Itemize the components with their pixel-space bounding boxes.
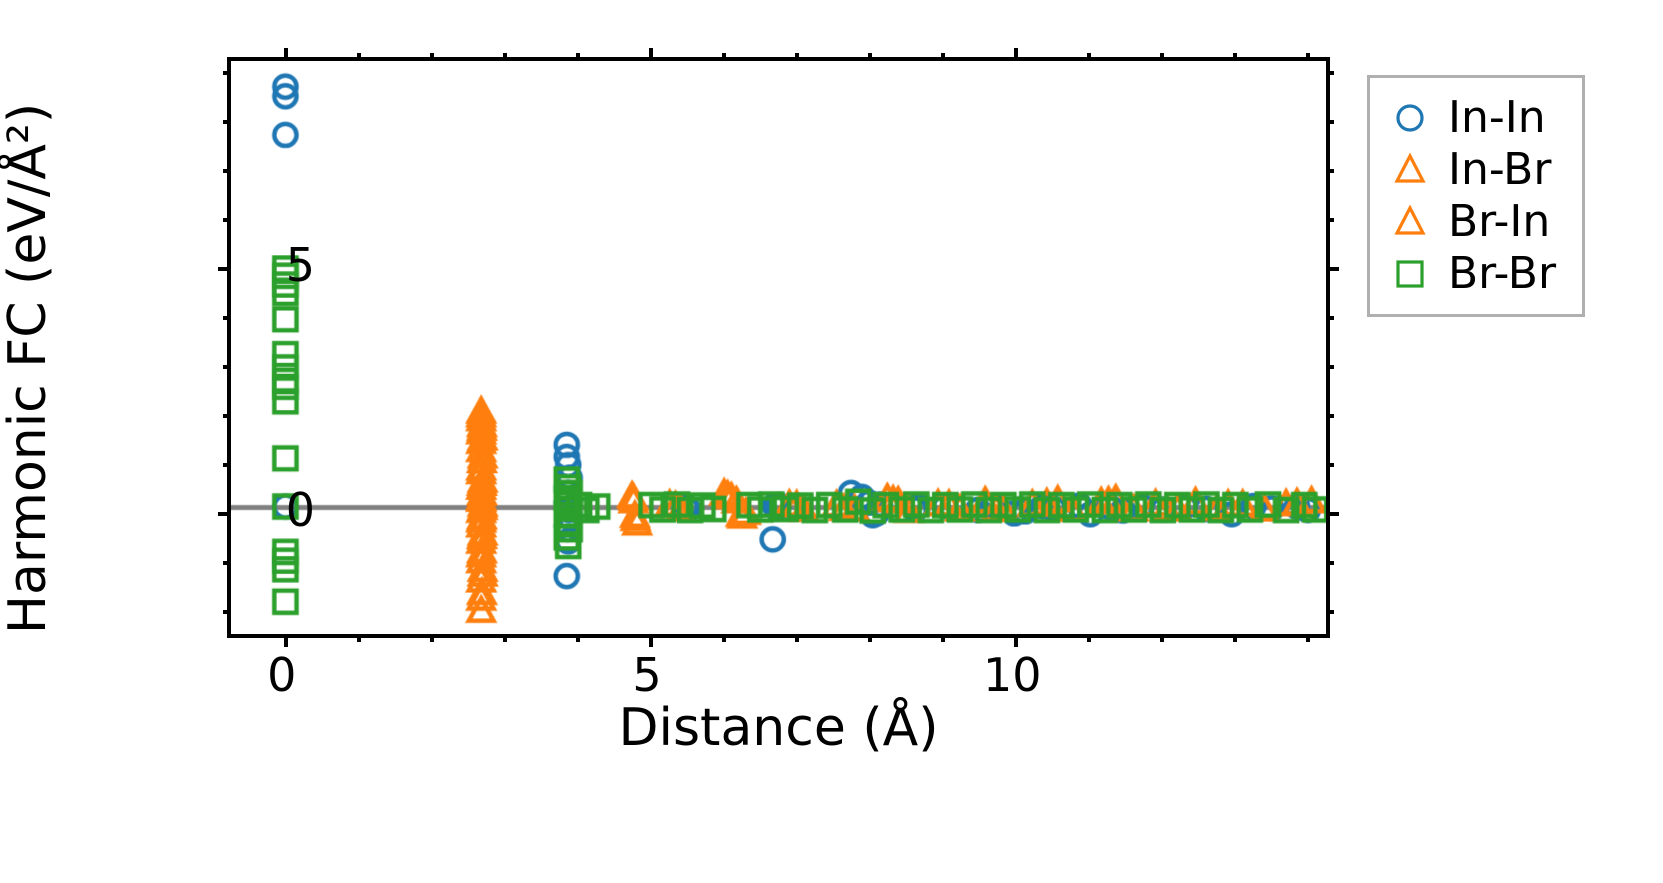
x-tick-7: [795, 634, 800, 642]
circle-marker-icon: [1396, 104, 1424, 132]
legend-item-in-in[interactable]: In-In: [1388, 92, 1556, 144]
legend-box: In-In In-Br Br-In Br-Br: [1367, 75, 1586, 317]
x-tick-1: [356, 634, 361, 642]
square-marker-icon: [1396, 260, 1424, 288]
triangle-marker-icon: [1394, 204, 1426, 235]
x-tick-top-11: [1087, 53, 1092, 61]
x-tick-top-6: [722, 53, 727, 61]
y-tick-right--2: [1326, 609, 1334, 614]
x-tick-14: [1306, 634, 1311, 642]
x-tick-8: [868, 634, 873, 642]
plot-axes: [218, 48, 1339, 647]
x-tick-5: [649, 634, 654, 647]
x-tick-label-5: 5: [632, 648, 662, 702]
x-tick-top-10: [1014, 48, 1019, 61]
x-tick-label-0: 0: [267, 648, 297, 702]
x-tick-top-4: [575, 53, 580, 61]
y-tick-7: [223, 169, 231, 174]
y-tick-8: [223, 120, 231, 125]
y-tick-4: [223, 315, 231, 320]
x-tick-12: [1160, 634, 1165, 642]
x-tick-top-12: [1160, 53, 1165, 61]
x-tick-top-8: [868, 53, 873, 61]
x-tick-label-10: 10: [982, 648, 1042, 702]
x-tick-11: [1087, 634, 1092, 642]
y-tick--2: [223, 609, 231, 614]
y-tick-right-0: [1326, 511, 1339, 516]
x-tick-top-7: [795, 53, 800, 61]
legend-label: Br-In: [1448, 196, 1551, 247]
x-tick-top-5: [649, 48, 654, 61]
x-tick-top-9: [941, 53, 946, 61]
y-tick-9: [223, 71, 231, 76]
legend-item-in-br[interactable]: In-Br: [1388, 144, 1556, 196]
y-tick-right-7: [1326, 169, 1334, 174]
legend-label: Br-Br: [1448, 248, 1557, 299]
y-tick-right-4: [1326, 315, 1334, 320]
legend-label: In-In: [1448, 92, 1546, 143]
x-tick-10: [1014, 634, 1019, 647]
legend-label: In-Br: [1448, 144, 1552, 195]
scatter-data-layer: [231, 61, 1326, 634]
x-tick-top-13: [1233, 53, 1238, 61]
y-tick-right-3: [1326, 364, 1334, 369]
x-tick-2: [429, 634, 434, 642]
y-tick-right-2: [1326, 413, 1334, 418]
y-tick-right-6: [1326, 218, 1334, 223]
y-tick-right-9: [1326, 71, 1334, 76]
y-tick-5: [218, 267, 231, 272]
y-tick-2: [223, 413, 231, 418]
x-tick-13: [1233, 634, 1238, 642]
y-tick--1: [223, 560, 231, 565]
y-tick-label-0: 0: [285, 482, 315, 537]
y-tick-label-5: 5: [285, 238, 315, 293]
legend-item-br-br[interactable]: Br-Br: [1388, 248, 1556, 300]
legend-item-br-in[interactable]: Br-In: [1388, 196, 1556, 248]
x-tick-top-1: [356, 53, 361, 61]
y-tick-right--1: [1326, 560, 1334, 565]
y-tick-3: [223, 364, 231, 369]
x-tick-0: [283, 634, 288, 647]
x-tick-3: [502, 634, 507, 642]
x-tick-top-3: [502, 53, 507, 61]
y-tick-right-5: [1326, 267, 1339, 272]
y-tick-1: [223, 462, 231, 467]
y-tick-0: [218, 511, 231, 516]
y-axis-title: Harmonic FC (eV/Å²): [0, 102, 58, 635]
x-tick-9: [941, 634, 946, 642]
x-axis-title: Distance (Å): [618, 698, 939, 758]
triangle-marker-icon: [1394, 152, 1426, 183]
x-tick-6: [722, 634, 727, 642]
x-tick-top-14: [1306, 53, 1311, 61]
y-tick-6: [223, 218, 231, 223]
y-tick-right-8: [1326, 120, 1334, 125]
x-tick-top-2: [429, 53, 434, 61]
x-tick-top-0: [283, 48, 288, 61]
x-tick-4: [575, 634, 580, 642]
y-tick-right-1: [1326, 462, 1334, 467]
